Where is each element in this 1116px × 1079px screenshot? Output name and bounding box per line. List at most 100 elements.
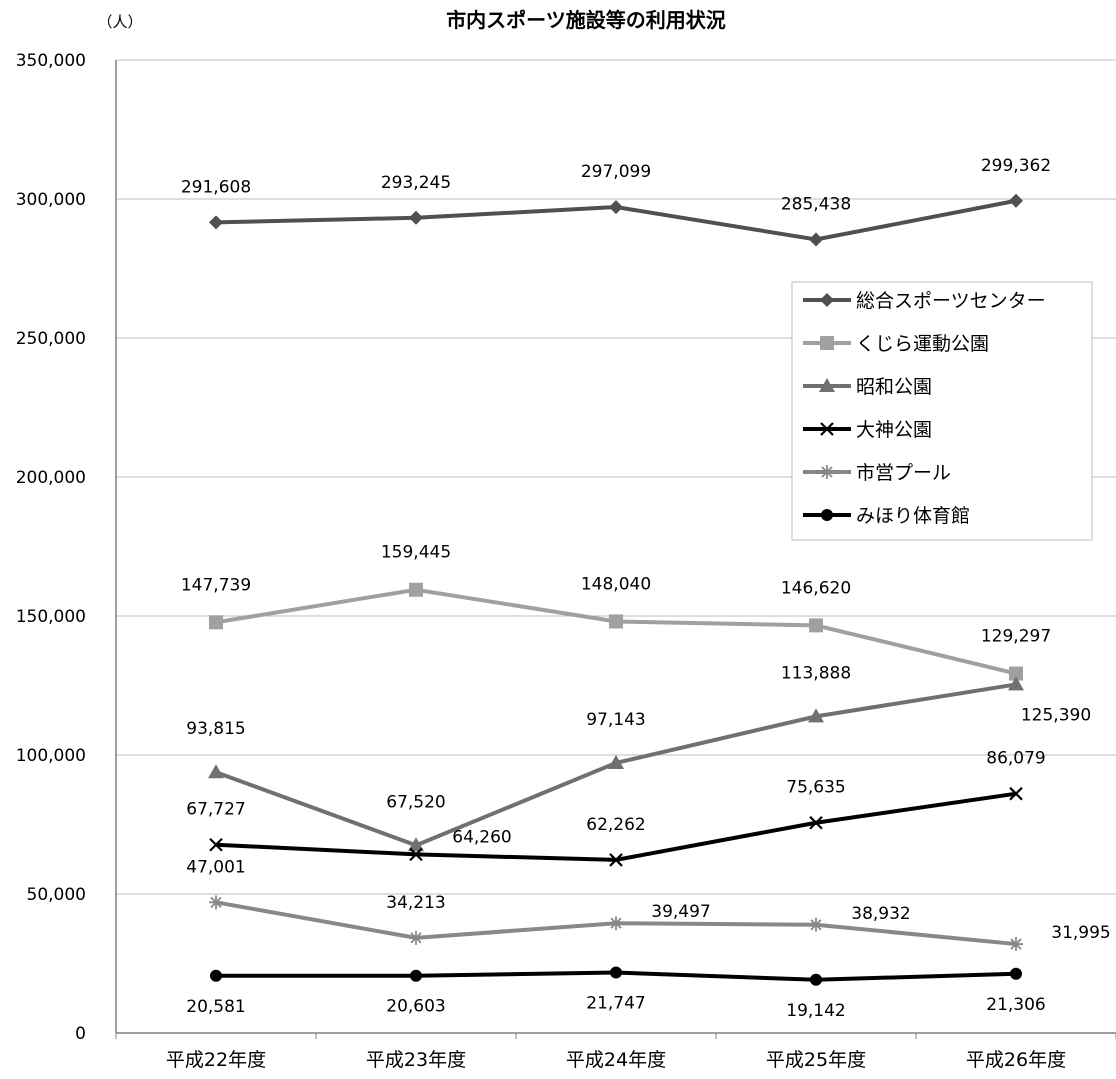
legend-label: 総合スポーツセンター [856, 290, 1046, 312]
series-line [215, 587, 1017, 676]
series-5 [209, 895, 1023, 952]
legend-marker [820, 422, 834, 436]
data-label: 159,445 [381, 543, 451, 563]
data-point [609, 853, 623, 867]
data-label: 299,362 [981, 156, 1051, 176]
data-label: 93,815 [186, 719, 245, 739]
series-1 [209, 193, 1023, 247]
data-label: 21,747 [586, 994, 645, 1014]
data-point [809, 815, 823, 830]
data-label: 291,608 [181, 177, 251, 197]
data-label: 20,603 [386, 997, 445, 1017]
data-label: 67,520 [386, 792, 445, 812]
data-label: 47,001 [186, 857, 245, 877]
data-point [209, 837, 223, 852]
data-label: 62,262 [586, 815, 645, 835]
legend-item: 大神公園 [803, 419, 932, 441]
data-point [209, 215, 223, 230]
data-point [609, 614, 623, 629]
y-tick-label: 300,000 [16, 190, 86, 210]
x-tick-label: 平成23年度 [366, 1049, 466, 1071]
legend-marker [820, 465, 834, 479]
data-point [409, 930, 423, 945]
data-point [809, 917, 823, 932]
y-tick-label: 150,000 [16, 607, 86, 627]
data-point [1009, 786, 1023, 801]
data-label: 39,497 [651, 902, 710, 922]
data-point [209, 615, 223, 630]
data-label: 125,390 [1021, 705, 1091, 725]
legend-box [791, 281, 1093, 541]
legend-item: 昭和公園 [803, 376, 932, 398]
data-point [1009, 937, 1023, 952]
legend-label: 大神公園 [856, 419, 932, 441]
data-label: 86,079 [986, 749, 1045, 769]
data-label: 38,932 [851, 904, 910, 924]
y-tick-label: 250,000 [16, 329, 86, 349]
data-point [1009, 193, 1023, 208]
data-label: 75,635 [786, 778, 845, 798]
data-point [609, 200, 623, 215]
y-tick-label: 100,000 [16, 746, 86, 766]
series-2 [209, 582, 1023, 681]
data-label: 147,739 [181, 575, 251, 595]
data-point [410, 969, 422, 982]
x-tick-label: 平成24年度 [566, 1049, 666, 1071]
data-point [1008, 676, 1024, 691]
data-point [608, 754, 624, 769]
data-label: 285,438 [781, 194, 851, 214]
data-point [610, 966, 622, 979]
legend-marker [820, 336, 834, 350]
data-point [409, 847, 423, 862]
legend-item: みほり体育館 [803, 505, 970, 527]
data-label: 113,888 [781, 663, 851, 683]
data-label: 21,306 [986, 995, 1045, 1015]
data-point [810, 973, 822, 986]
data-label: 34,213 [386, 893, 445, 913]
data-point [808, 708, 824, 723]
series-4 [209, 786, 1023, 867]
y-tick-label: 200,000 [16, 468, 86, 488]
y-tick-label: 0 [75, 1024, 86, 1044]
legend-marker [821, 509, 833, 521]
data-label: 19,142 [786, 1001, 845, 1021]
series-6 [210, 966, 1022, 986]
data-label: 293,245 [381, 173, 451, 193]
legend-marker [819, 378, 835, 392]
data-point [408, 837, 424, 852]
legend-label: 市営プール [856, 462, 951, 484]
series-3 [208, 676, 1024, 852]
x-tick-label: 平成22年度 [166, 1049, 266, 1071]
data-point [409, 210, 423, 225]
data-labels: 291,608 293,245 297,099 285,438 299,362 147,7… [181, 156, 1111, 1021]
data-label: 31,995 [1051, 923, 1110, 943]
data-label: 297,099 [581, 162, 651, 182]
data-point [210, 969, 222, 982]
data-label: 129,297 [981, 627, 1051, 647]
y-tick-label: 50,000 [27, 885, 86, 905]
legend-label: くじら運動公園 [856, 333, 989, 355]
data-label: 67,727 [186, 800, 245, 820]
legend-label: みほり体育館 [856, 505, 970, 527]
data-point [209, 895, 223, 910]
data-point [809, 618, 823, 633]
legend-item: 総合スポーツセンター [803, 290, 1046, 312]
data-label: 20,581 [186, 997, 245, 1017]
legend-marker [820, 293, 834, 307]
data-point [1009, 666, 1023, 681]
legend-label: 昭和公園 [856, 376, 932, 398]
axes: 0 50,000 100,000 150,000 200,000 250,000 300,0… [16, 51, 1116, 1071]
data-point [208, 764, 224, 779]
data-point [1010, 967, 1022, 980]
data-point [409, 582, 423, 597]
y-tick-label: 350,000 [16, 51, 86, 71]
data-label: 146,620 [781, 578, 851, 598]
legend-item: 市営プール [803, 462, 951, 484]
series-lines [208, 193, 1024, 986]
x-tick-label: 平成25年度 [766, 1049, 866, 1071]
data-label: 97,143 [586, 710, 645, 730]
data-point [809, 232, 823, 247]
